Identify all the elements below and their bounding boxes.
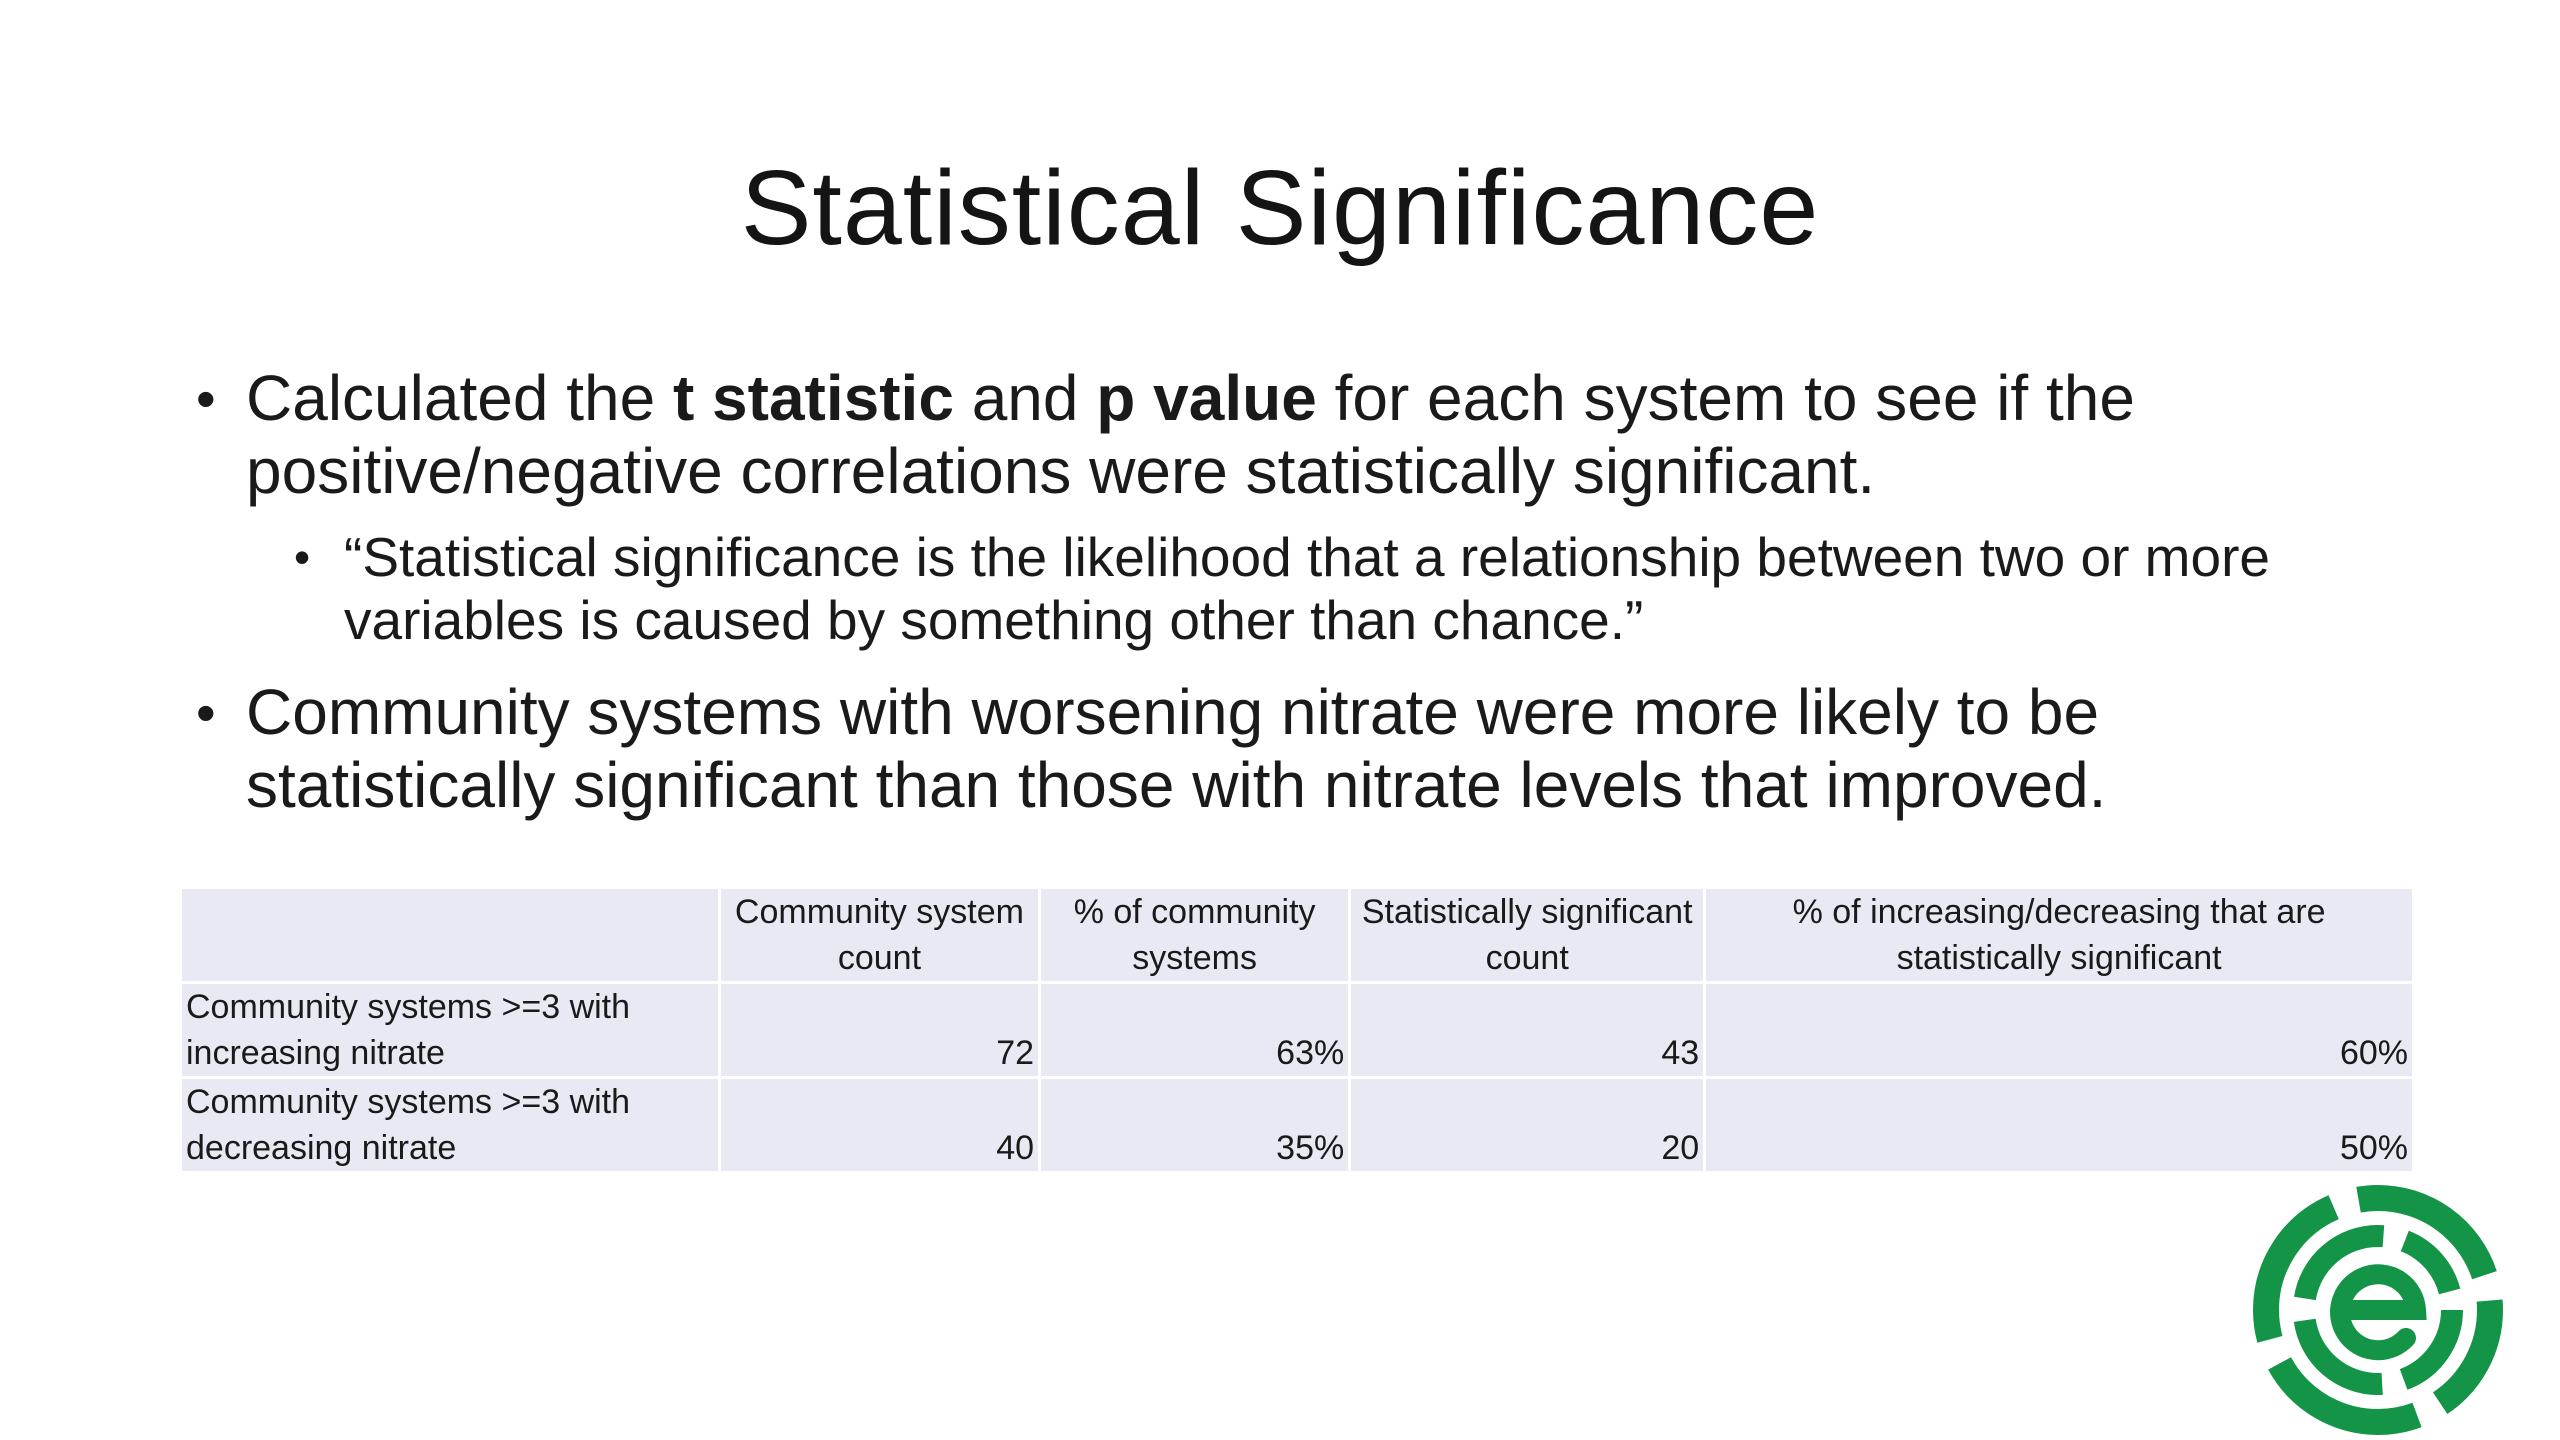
bullet-text-middle: and <box>953 362 1097 434</box>
cell-sig-count: 20 <box>1351 1079 1704 1171</box>
slide-title: Statistical Significance <box>740 149 1820 267</box>
table-header-count: Community system count <box>720 889 1039 981</box>
table-row: Community systems >=3 with decreasing ni… <box>182 1079 2412 1171</box>
bullet-dot: • <box>196 367 216 430</box>
significance-table: Community system count % of community sy… <box>179 886 2415 1174</box>
cell-sig-count: 43 <box>1351 984 1704 1076</box>
green-e-logo-icon <box>2253 1185 2503 1435</box>
table-header-empty <box>182 889 718 981</box>
bullet-text-suffix: for each system to see if the positive/n… <box>246 362 2135 507</box>
sub-bullet-dot: • <box>294 531 311 583</box>
table-row: Community systems >=3 with increasing ni… <box>182 984 2412 1076</box>
bullet-list: • Calculated the t statistic and p value… <box>196 362 2396 840</box>
table-header-pct-systems: % of community systems <box>1041 889 1349 981</box>
bullet-text: Community systems with worsening nitrate… <box>246 676 2107 821</box>
table-header-pct-sig: % of increasing/decreasing that are stat… <box>1706 889 2412 981</box>
sub-bullet-quote: • “Statistical significance is the likel… <box>196 526 2396 652</box>
bullet-item-worsening-nitrate: • Community systems with worsening nitra… <box>196 676 2396 822</box>
bullet-dot: • <box>196 681 216 744</box>
cell-pct-sig: 50% <box>1706 1079 2412 1171</box>
sub-bullet-text: “Statistical significance is the likelih… <box>344 526 2270 651</box>
table-header-sig-count: Statistically significant count <box>1351 889 1704 981</box>
cell-count: 72 <box>720 984 1039 1076</box>
table-header-row: Community system count % of community sy… <box>182 889 2412 981</box>
cell-count: 40 <box>720 1079 1039 1171</box>
bullet-text-bold-t-statistic: t statistic <box>672 362 954 434</box>
bullet-text-prefix: Calculated the <box>246 362 673 434</box>
row-label: Community systems >=3 with increasing ni… <box>182 984 718 1076</box>
bullet-item-t-statistic: • Calculated the t statistic and p value… <box>196 362 2396 508</box>
cell-pct-systems: 35% <box>1041 1079 1349 1171</box>
row-label: Community systems >=3 with decreasing ni… <box>182 1079 718 1171</box>
cell-pct-systems: 63% <box>1041 984 1349 1076</box>
cell-pct-sig: 60% <box>1706 984 2412 1076</box>
bullet-text-bold-p-value: p value <box>1096 362 1317 434</box>
